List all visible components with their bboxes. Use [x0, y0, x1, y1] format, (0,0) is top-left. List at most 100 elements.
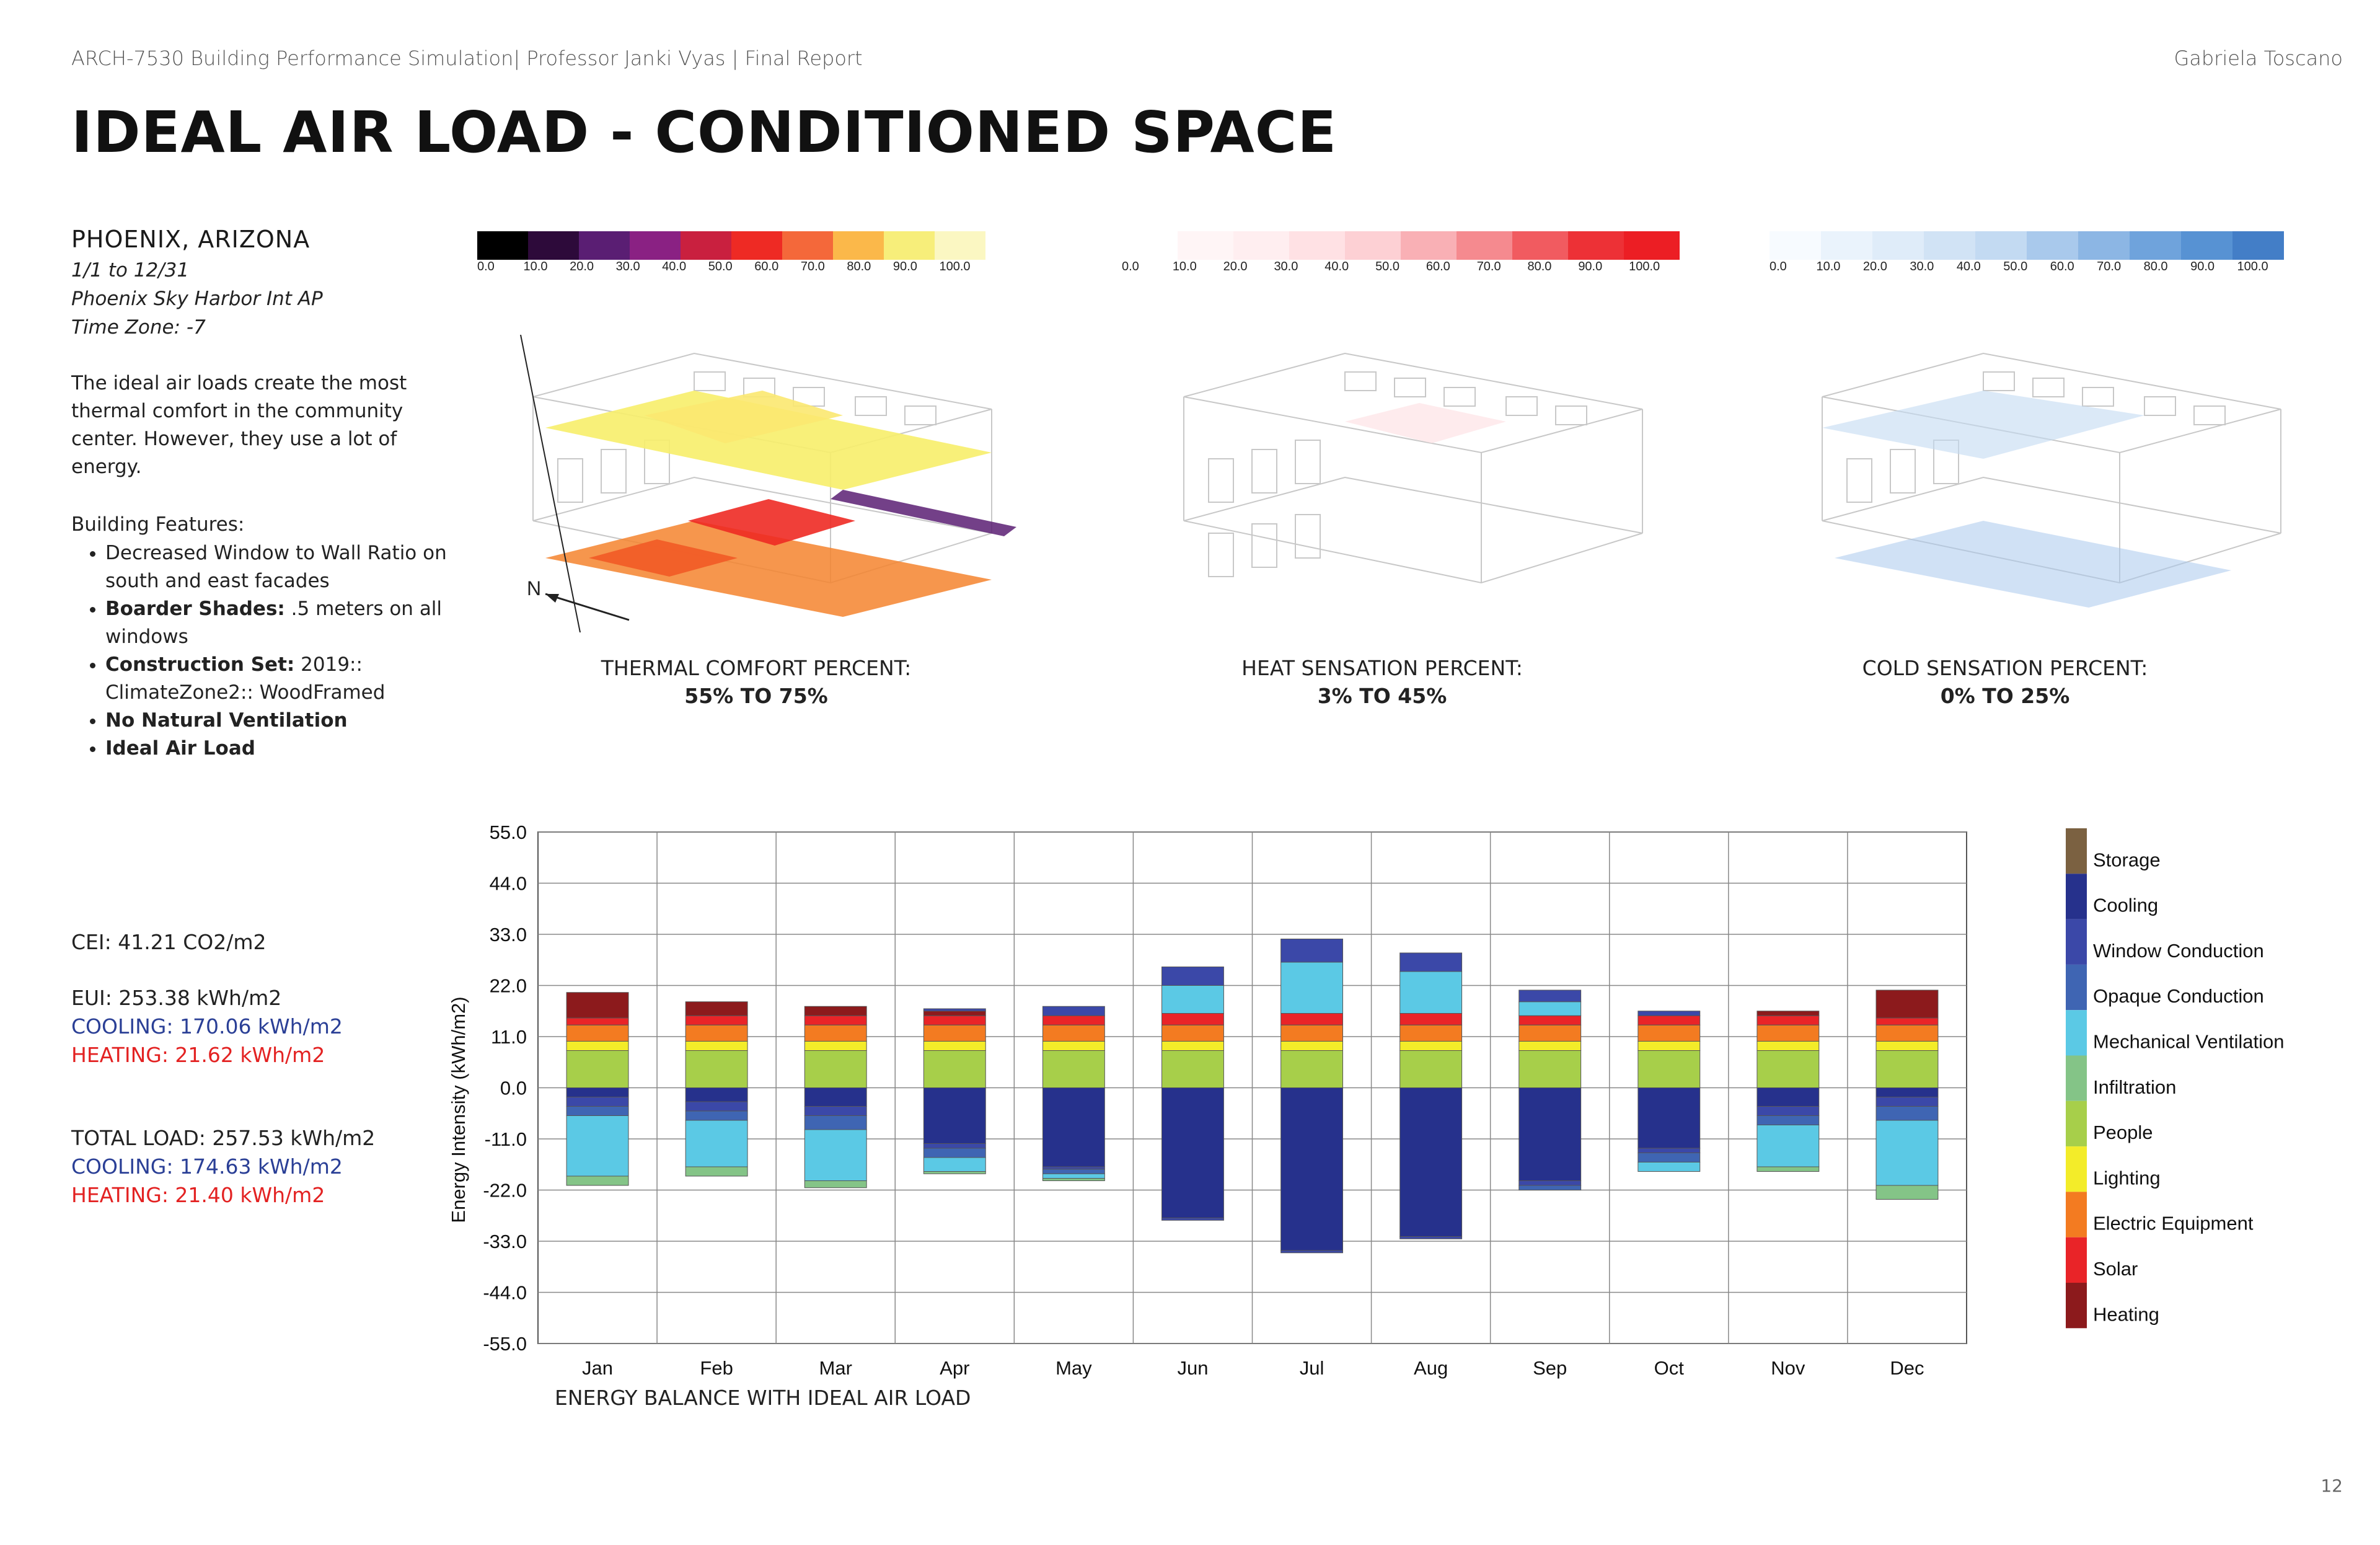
thermal-scale-tick: 90.0: [892, 260, 917, 273]
cold-scale-swatch: [1872, 231, 1924, 260]
feature-item: No Natural Ventilation: [105, 707, 452, 735]
bar-segment: [1399, 1013, 1463, 1025]
bar-segment: [1399, 1087, 1463, 1237]
bar-segment: [685, 1015, 748, 1025]
thermal-scale-tick: 70.0: [800, 260, 825, 273]
heat-scale-tick: 50.0: [1375, 260, 1399, 273]
bar-segment: [804, 1015, 867, 1025]
bar-segment: [923, 1143, 986, 1149]
bar-segment: [1518, 1015, 1582, 1025]
bar-segment: [1399, 971, 1463, 1014]
bar-segment: [1756, 1011, 1820, 1016]
thermal-comfort-label: THERMAL COMFORT PERCENT:: [601, 656, 912, 680]
y-tick-label: -11.0: [485, 1128, 527, 1150]
thermal-scale-tick: 10.0: [523, 260, 548, 273]
bar-segment: [1637, 1011, 1701, 1016]
y-tick-label: 44.0: [490, 873, 527, 895]
thermal-scale-tick: 40.0: [662, 260, 687, 273]
heat-sensation-caption: HEAT SENSATION PERCENT: 3% TO 45%: [1134, 656, 1630, 708]
x-tick-label: May: [1056, 1357, 1092, 1379]
eui-heating: HEATING: 21.62 kWh/m2: [71, 1043, 325, 1067]
bar-segment: [566, 1097, 629, 1107]
north-label: N: [527, 577, 541, 600]
legend-label: Heating: [2093, 1303, 2159, 1325]
bar-segment: [685, 1024, 748, 1042]
energy-balance-chart: 55.0 44.0 33.0 22.0 11.0 0.0 -11.0 -22.0 -33.0 -4…: [447, 821, 2284, 1379]
bar-segment: [1161, 985, 1224, 1014]
chart-grid: [537, 831, 1967, 1344]
cold-scale-swatch: [2130, 231, 2181, 260]
heat-scale-swatch: [1624, 231, 1680, 260]
heat-sensation-scale: 0.0 10.0 20.0 30.0 40.0 50.0 60.0 70.0 80.0 90.0 1…: [1122, 231, 1680, 274]
y-tick-label: 11.0: [491, 1026, 527, 1048]
bar-segment: [685, 1101, 748, 1112]
thermal-comfort-model: [520, 335, 1016, 632]
feature-item-bold: Ideal Air Load: [105, 737, 255, 759]
bar-segment: [1875, 1106, 1939, 1121]
bar-segment: [1875, 1050, 1939, 1088]
bar-segment: [566, 1041, 629, 1051]
heat-scale-tick: 100.0: [1629, 260, 1660, 273]
bar-segment: [1161, 1218, 1224, 1221]
bar-segment: [566, 1106, 629, 1116]
cold-sensation-label: COLD SENSATION PERCENT:: [1862, 656, 2148, 680]
features-heading: Building Features:: [71, 513, 245, 536]
bar-segment: [1756, 1106, 1820, 1116]
heat-scale-swatch: [1289, 231, 1345, 260]
bar-segment: [923, 1050, 986, 1088]
bar-segment: [923, 1148, 986, 1158]
heat-scale-tick: 20.0: [1223, 260, 1248, 273]
feature-item: Boarder Shades: .5 meters on all windows: [105, 595, 452, 651]
bar-segment: [566, 1050, 629, 1088]
cei-stat: CEI: 41.21 CO2/m2: [71, 930, 267, 954]
chart-caption: ENERGY BALANCE WITH IDEAL AIR LOAD: [555, 1386, 971, 1410]
bar-segment: [1042, 1006, 1105, 1016]
bar-segment: [1161, 1024, 1224, 1042]
heat-scale-swatch: [1457, 231, 1512, 260]
author-name: Gabriela Toscano: [2174, 46, 2343, 70]
legend-label: Cooling: [2093, 895, 2158, 916]
cold-scale-tick: 70.0: [2097, 260, 2122, 273]
heat-sensation-range: 3% TO 45%: [1317, 684, 1447, 708]
x-tick-label: Aug: [1414, 1357, 1448, 1379]
bar-segment: [1399, 1041, 1463, 1051]
legend-label: Opaque Conduction: [2093, 985, 2264, 1007]
thermal-scale-tick: 30.0: [615, 260, 640, 273]
thermal-scale-swatch: [681, 231, 731, 260]
thermal-scale-swatch: [579, 231, 630, 260]
y-tick-label: 22.0: [490, 975, 527, 997]
location-station: Phoenix Sky Harbor Int AP: [71, 288, 323, 310]
bar-segment: [1042, 1173, 1105, 1179]
page-title: IDEAL AIR LOAD - CONDITIONED SPACE: [71, 99, 1338, 166]
y-tick-labels: 55.0 44.0 33.0 22.0 11.0 0.0 -11.0 -22.0 -33.0 -4…: [483, 821, 527, 1355]
bar-segment: [1756, 1041, 1820, 1051]
bar-segment: [685, 1087, 748, 1102]
bar-segment: [1875, 1087, 1939, 1097]
legend-swatch: [2066, 1146, 2087, 1192]
x-tick-label: Feb: [700, 1357, 733, 1379]
thermal-scale-tick: 0.0: [477, 260, 495, 273]
heat-scale-tick: 30.0: [1274, 260, 1298, 273]
cold-scale-tick: 40.0: [1956, 260, 1981, 273]
location-timezone: Time Zone: -7: [71, 316, 206, 339]
bar-segment: [1518, 1087, 1582, 1181]
cold-scale-tick: 50.0: [2003, 260, 2028, 273]
bar-segment: [1518, 1180, 1582, 1186]
features-list: Decreased Window to Wall Ratio on south …: [71, 539, 452, 763]
heat-scale-swatch: [1345, 231, 1401, 260]
legend-label: Electric Equipment: [2093, 1213, 2254, 1234]
bar-segment: [923, 1087, 986, 1144]
bar-segment: [1399, 1024, 1463, 1042]
heat-scale-tick: 10.0: [1172, 260, 1197, 273]
cold-scale-tick: 100.0: [2237, 260, 2268, 273]
x-tick-label: Apr: [940, 1357, 969, 1379]
legend-swatch: [2066, 1237, 2087, 1283]
bar-segment: [804, 1106, 867, 1116]
bar-segment: [1042, 1166, 1105, 1170]
total-cooling: COOLING: 174.63 kWh/m2: [71, 1154, 343, 1179]
bar-segment: [1399, 952, 1463, 972]
bar-segment: [1399, 1050, 1463, 1088]
bar-segment: [566, 1115, 629, 1177]
feature-item-text: 2019:: ClimateZone2:: WoodFramed: [105, 653, 386, 704]
bar-segment: [1875, 1097, 1939, 1107]
